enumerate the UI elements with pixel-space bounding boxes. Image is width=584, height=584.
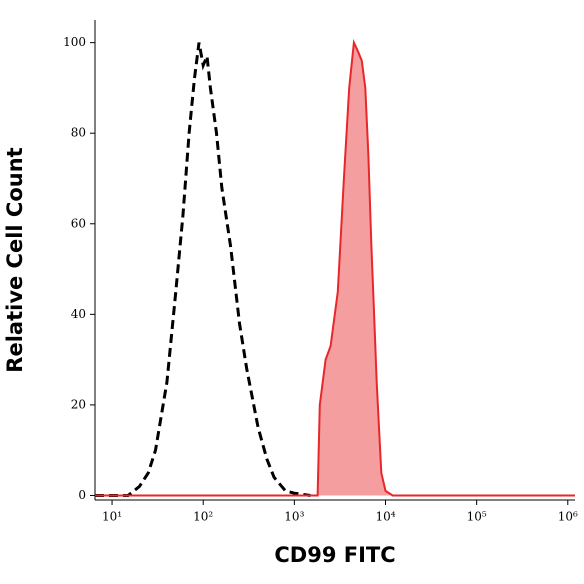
y-tick-label: 60 <box>71 216 86 230</box>
histogram-fill <box>95 42 575 496</box>
histogram-line <box>95 42 311 497</box>
x-tick-label: 10¹ <box>102 510 122 524</box>
histogram-line <box>95 38 575 497</box>
x-tick-label: 10⁶ <box>558 510 578 524</box>
y-tick-label: 80 <box>71 126 86 140</box>
y-axis-title: Relative Cell Count <box>3 147 27 372</box>
y-tick-label: 0 <box>78 488 86 502</box>
y-tick-label: 20 <box>71 397 86 411</box>
x-tick-label: 10² <box>193 510 213 524</box>
x-tick-label: 10⁵ <box>467 510 487 524</box>
x-axis-title: CD99 FITC <box>274 543 395 567</box>
y-tick-label: 40 <box>71 307 86 321</box>
x-tick-label: 10⁴ <box>375 510 395 524</box>
x-tick-label: 10³ <box>284 510 304 524</box>
y-tick-label: 100 <box>63 35 86 49</box>
